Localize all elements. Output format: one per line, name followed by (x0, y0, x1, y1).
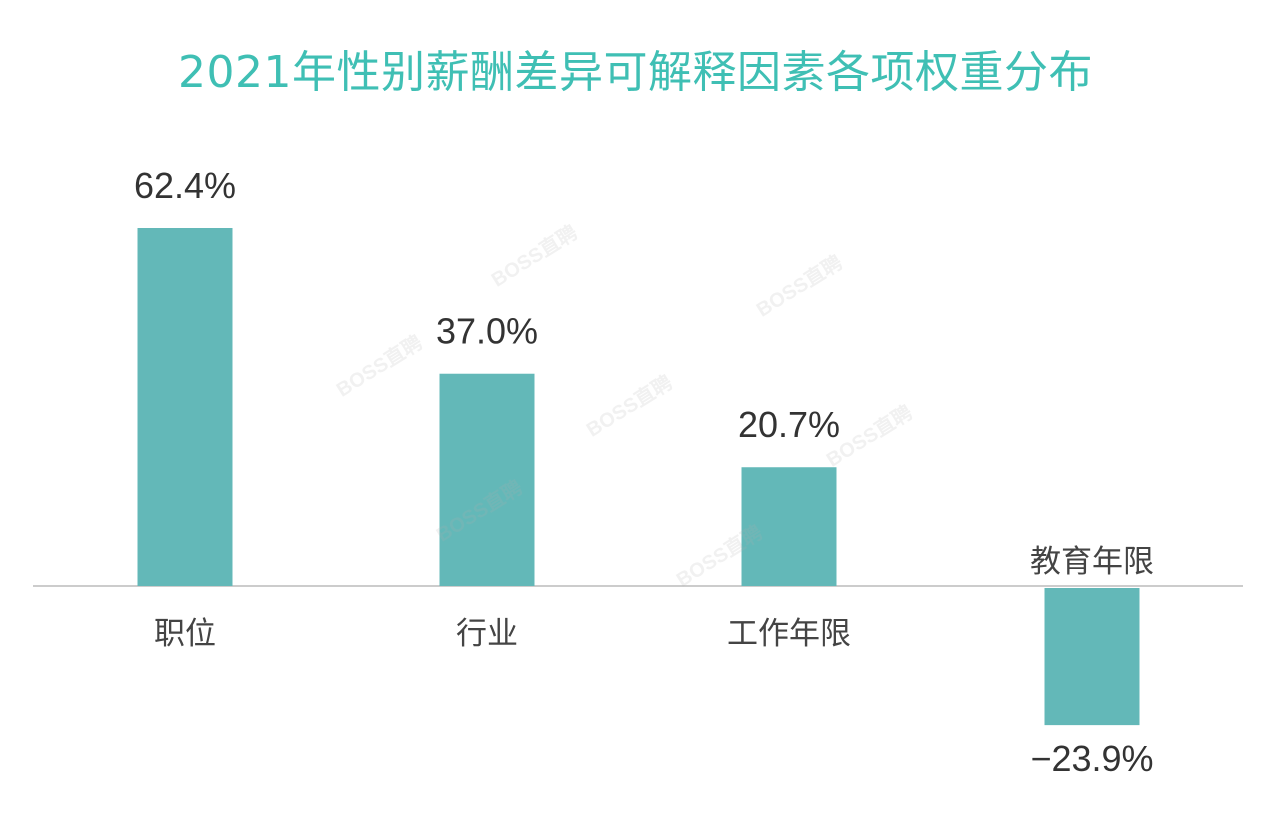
data-label-3: 20.7% (738, 404, 840, 445)
data-label-2: 37.0% (436, 311, 538, 352)
category-label-4: 教育年限 (1030, 544, 1154, 580)
category-label-3: 工作年限 (727, 616, 851, 652)
bar-1 (137, 228, 233, 586)
bar-2 (439, 373, 535, 586)
bar-4 (1044, 588, 1140, 726)
chart-title: 2021年性别薪酬差异可解释因素各项权重分布 (178, 47, 1093, 98)
category-label-2: 行业 (456, 616, 518, 652)
bar-3 (741, 467, 837, 586)
data-label-4: −23.9% (1030, 738, 1153, 779)
data-label-1: 62.4% (134, 165, 236, 206)
category-label-1: 职位 (154, 616, 216, 652)
